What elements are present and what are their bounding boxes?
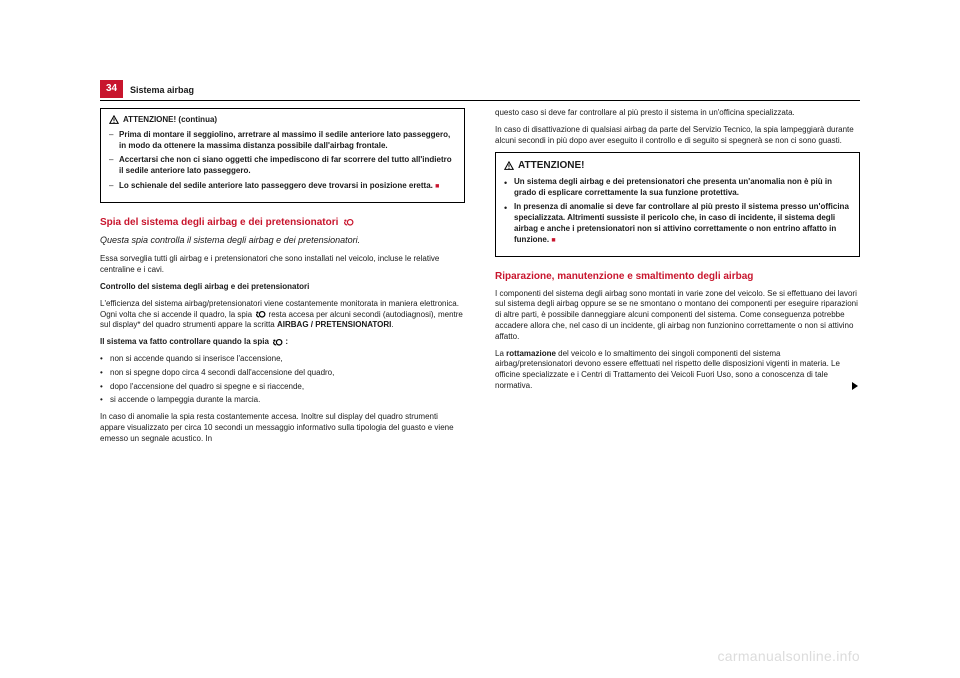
lead-paragraph: Questa spia controlla il sistema degli a… xyxy=(100,235,465,247)
subsection-heading: Riparazione, manutenzione e smaltimento … xyxy=(495,271,860,283)
warning-box: ATTENZIONE! Un sistema degli airbag e de… xyxy=(495,152,860,256)
paragraph: questo caso si deve far controllare al p… xyxy=(495,108,860,119)
bullet-list: non si accende quando si inserisce l'acc… xyxy=(100,354,465,406)
inline-heading: Controllo del sistema degli airbag e dei… xyxy=(100,282,465,293)
page-number-badge: 34 xyxy=(100,80,123,98)
body-text: I componenti del sistema degli airbag so… xyxy=(495,289,860,392)
manual-page: 34 Sistema airbag ATTENZIONE! (continua)… xyxy=(0,0,960,678)
airbag-indicator-icon xyxy=(342,218,354,228)
warning-header: ATTENZIONE! (continua) xyxy=(109,115,456,126)
warning-item: Prima di montare il seggiolino, arretrar… xyxy=(109,130,456,152)
airbag-indicator-icon xyxy=(254,310,266,319)
right-column: questo caso si deve far controllare al p… xyxy=(495,108,860,451)
list-item: dopo l'accensione del quadro si spegne e… xyxy=(100,382,465,393)
header-rule xyxy=(100,100,860,101)
warning-item: Un sistema degli airbag e dei pretension… xyxy=(504,177,851,199)
warning-item: In presenza di anomalie si deve far cont… xyxy=(504,202,851,245)
paragraph: La rottamazione del veicolo e lo smaltim… xyxy=(495,349,860,392)
end-square-icon: ■ xyxy=(551,237,555,244)
paragraph: In caso di disattivazione di qualsiasi a… xyxy=(495,125,860,147)
watermark: carmanualsonline.info xyxy=(718,648,861,664)
warning-triangle-icon xyxy=(504,161,514,171)
warning-box-continued: ATTENZIONE! (continua) Prima di montare … xyxy=(100,108,465,203)
end-square-icon: ■ xyxy=(435,183,439,190)
warning-list: Un sistema degli airbag e dei pretension… xyxy=(504,177,851,246)
warning-item: Lo schienale del sedile anteriore lato p… xyxy=(109,181,456,192)
paragraph: In caso di anomalie la spia resta costan… xyxy=(100,412,465,444)
paragraph: Essa sorveglia tutti gli airbag e i pret… xyxy=(100,254,465,276)
subsection-heading-text: Riparazione, manutenzione e smaltimento … xyxy=(495,271,753,283)
inline-heading: Il sistema va fatto controllare quando l… xyxy=(100,337,465,348)
two-column-layout: ATTENZIONE! (continua) Prima di montare … xyxy=(100,108,860,451)
paragraph: L'efficienza del sistema airbag/pretensi… xyxy=(100,299,465,331)
subsection-heading: Spia del sistema degli airbag e dei pret… xyxy=(100,217,465,229)
body-text: Essa sorveglia tutti gli airbag e i pret… xyxy=(100,254,465,444)
body-text: questo caso si deve far controllare al p… xyxy=(495,108,860,146)
warning-title: ATTENZIONE! xyxy=(518,159,584,173)
warning-item: Accertarsi che non ci siano oggetti che … xyxy=(109,155,456,177)
paragraph: I componenti del sistema degli airbag so… xyxy=(495,289,860,343)
list-item: si accende o lampeggia durante la marcia… xyxy=(100,395,465,406)
airbag-indicator-icon xyxy=(271,338,283,347)
warning-triangle-icon xyxy=(109,115,119,125)
continue-arrow-icon xyxy=(850,381,860,395)
warning-list: Prima di montare il seggiolino, arretrar… xyxy=(109,130,456,192)
section-title: Sistema airbag xyxy=(130,85,194,95)
list-item: non si spegne dopo circa 4 secondi dall'… xyxy=(100,368,465,379)
left-column: ATTENZIONE! (continua) Prima di montare … xyxy=(100,108,465,451)
list-item: non si accende quando si inserisce l'acc… xyxy=(100,354,465,365)
subsection-heading-text: Spia del sistema degli airbag e dei pret… xyxy=(100,217,338,229)
warning-header: ATTENZIONE! xyxy=(504,159,851,173)
warning-title: ATTENZIONE! (continua) xyxy=(123,115,217,126)
